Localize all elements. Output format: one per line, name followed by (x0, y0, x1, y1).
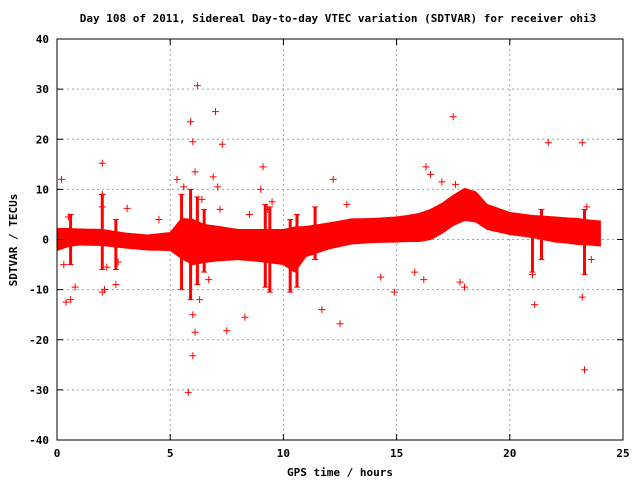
data-point (98, 203, 106, 211)
data-point (390, 288, 398, 296)
x-tick-label: 25 (616, 447, 629, 460)
data-point (216, 205, 224, 213)
data-point (218, 140, 226, 148)
data-point (245, 210, 253, 218)
y-tick-labels: -40 -30 -20 -10 0 10 20 30 40 (29, 33, 49, 447)
x-tick-labels: 0 5 10 15 20 25 (54, 447, 630, 460)
x-tick-label: 20 (503, 447, 516, 460)
data-point (329, 175, 337, 183)
data-point (173, 175, 181, 183)
chart-title: Day 108 of 2011, Sidereal Day-to-day VTE… (80, 12, 597, 25)
data-point (449, 113, 457, 121)
data-point (123, 204, 131, 212)
data-point (67, 296, 75, 304)
data-point (184, 388, 192, 396)
data-point (377, 273, 385, 281)
data-point (223, 327, 231, 335)
data-point (257, 185, 265, 193)
data-point (191, 328, 199, 336)
data-point (198, 195, 206, 203)
data-point (211, 108, 219, 116)
x-tick-label: 10 (277, 447, 290, 460)
data-point (336, 320, 344, 328)
data-point (103, 263, 111, 271)
y-tick-label: -30 (29, 384, 49, 397)
data-point (581, 366, 589, 374)
y-axis-label: SDTVAR / TECUs (7, 194, 20, 287)
y-tick-label: -20 (29, 334, 49, 347)
data-point (578, 293, 586, 301)
data-point (587, 256, 595, 264)
y-tick-label: 30 (36, 83, 49, 96)
data-band (56, 187, 601, 273)
axis-ticks (56, 38, 624, 441)
y-tick-label: 10 (36, 183, 49, 196)
data-point (187, 118, 195, 126)
data-point (98, 190, 106, 198)
data-point (551, 218, 559, 226)
data-point (189, 311, 197, 319)
data-point (98, 159, 106, 167)
data-point (318, 306, 326, 314)
data-point (196, 296, 204, 304)
data-point (583, 203, 591, 211)
data-point (180, 183, 188, 191)
data-point (420, 276, 428, 284)
y-tick-label: -40 (29, 434, 49, 447)
x-tick-label: 5 (167, 447, 174, 460)
data-point (101, 286, 109, 294)
data-point (427, 170, 435, 178)
y-tick-label: 0 (42, 234, 49, 247)
y-tick-label: 20 (36, 133, 49, 146)
data-point (58, 175, 66, 183)
x-axis-label: GPS time / hours (287, 466, 393, 479)
y-tick-label: -10 (29, 284, 49, 297)
data-point (422, 163, 430, 171)
data-point (205, 276, 213, 284)
data-point (191, 168, 199, 176)
data-point (544, 139, 552, 147)
data-point (112, 281, 120, 289)
data-point (189, 138, 197, 146)
data-point (343, 200, 351, 208)
data-point (264, 205, 272, 213)
data-point (531, 301, 539, 309)
data-point (71, 283, 79, 291)
data-point (456, 278, 464, 286)
y-tick-label: 40 (36, 33, 49, 46)
x-tick-label: 0 (54, 447, 61, 460)
data-point (259, 163, 267, 171)
data-band-fill (56, 187, 601, 273)
data-point (209, 173, 217, 181)
data-point (60, 261, 68, 269)
data-point (241, 313, 249, 321)
data-point (62, 298, 70, 306)
x-tick-label: 15 (390, 447, 403, 460)
data-point (214, 183, 222, 191)
data-point (114, 258, 122, 266)
data-points (58, 82, 595, 396)
data-point (189, 352, 197, 360)
data-point (268, 198, 276, 206)
data-point (528, 271, 536, 279)
data-point (451, 180, 459, 188)
data-point (193, 82, 201, 90)
data-point (64, 213, 72, 221)
data-point (438, 178, 446, 186)
data-point (578, 139, 586, 147)
data-point (461, 283, 469, 291)
data-point (155, 215, 163, 223)
data-point (411, 268, 419, 276)
